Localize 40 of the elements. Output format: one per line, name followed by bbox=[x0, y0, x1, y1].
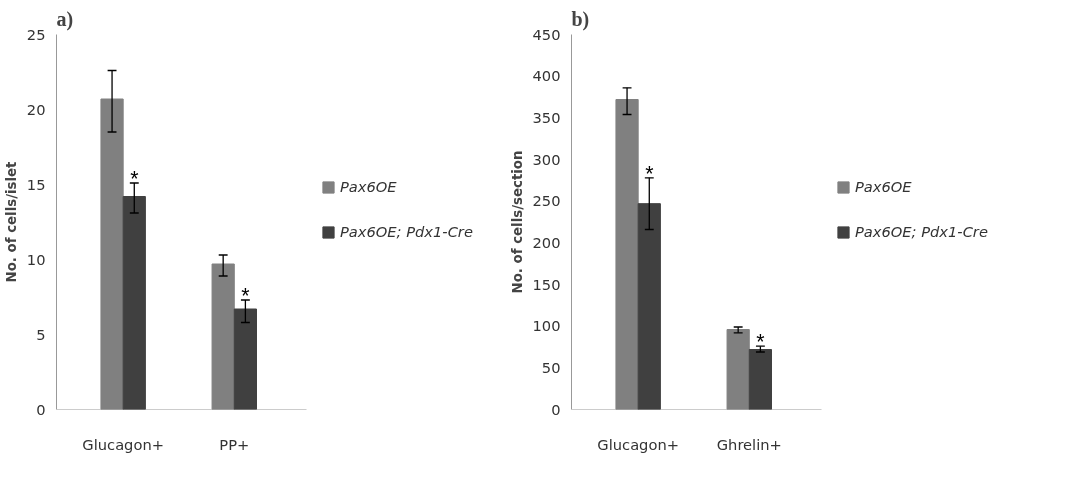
x-tick-label: Ghrelin+ bbox=[716, 435, 782, 453]
bar bbox=[637, 203, 661, 410]
bar bbox=[615, 99, 639, 410]
annotation: * bbox=[645, 161, 654, 186]
x-tick-label: PP+ bbox=[219, 435, 250, 453]
legend-label: Pax6OE bbox=[855, 178, 912, 196]
chart-title: a) bbox=[56, 7, 74, 31]
bar bbox=[211, 263, 235, 410]
x-tick-label: Glucagon+ bbox=[82, 435, 164, 453]
y-axis-title: No. of cells/section bbox=[509, 150, 525, 294]
y-tick-label: 15 bbox=[26, 175, 46, 193]
y-tick-label: 10 bbox=[26, 250, 46, 268]
legend-label: Pax6OE; Pdx1-Cre bbox=[340, 223, 473, 241]
annotation: * bbox=[130, 167, 139, 191]
y-tick-label: 350 bbox=[532, 108, 561, 126]
y-tick-label: 5 bbox=[36, 325, 46, 343]
x-tick-label: Glucagon+ bbox=[597, 435, 679, 453]
annotation: * bbox=[241, 284, 250, 308]
y-tick-label: 400 bbox=[532, 67, 561, 85]
y-tick-label: 200 bbox=[532, 233, 561, 251]
bar bbox=[100, 98, 124, 410]
y-tick-label: 300 bbox=[532, 150, 561, 168]
y-tick-label: 25 bbox=[26, 25, 46, 43]
chart-title: b) bbox=[571, 7, 590, 31]
y-tick-label: 0 bbox=[551, 400, 561, 418]
bar bbox=[726, 329, 750, 410]
y-axis-title: No. of cells/islet bbox=[3, 160, 19, 283]
y-tick-label: 450 bbox=[532, 25, 561, 43]
y-tick-label: 50 bbox=[541, 358, 561, 376]
legend-label: Pax6OE; Pdx1-Cre bbox=[855, 223, 988, 241]
bar bbox=[748, 349, 772, 410]
annotation: * bbox=[756, 330, 765, 355]
y-tick-label: 150 bbox=[532, 275, 561, 293]
y-tick-label: 100 bbox=[532, 317, 561, 335]
legend-label: Pax6OE bbox=[340, 178, 397, 196]
bar bbox=[122, 196, 146, 410]
bar bbox=[233, 308, 257, 410]
y-tick-label: 250 bbox=[532, 192, 561, 210]
y-tick-label: 20 bbox=[26, 100, 46, 118]
y-tick-label: 0 bbox=[36, 400, 46, 418]
